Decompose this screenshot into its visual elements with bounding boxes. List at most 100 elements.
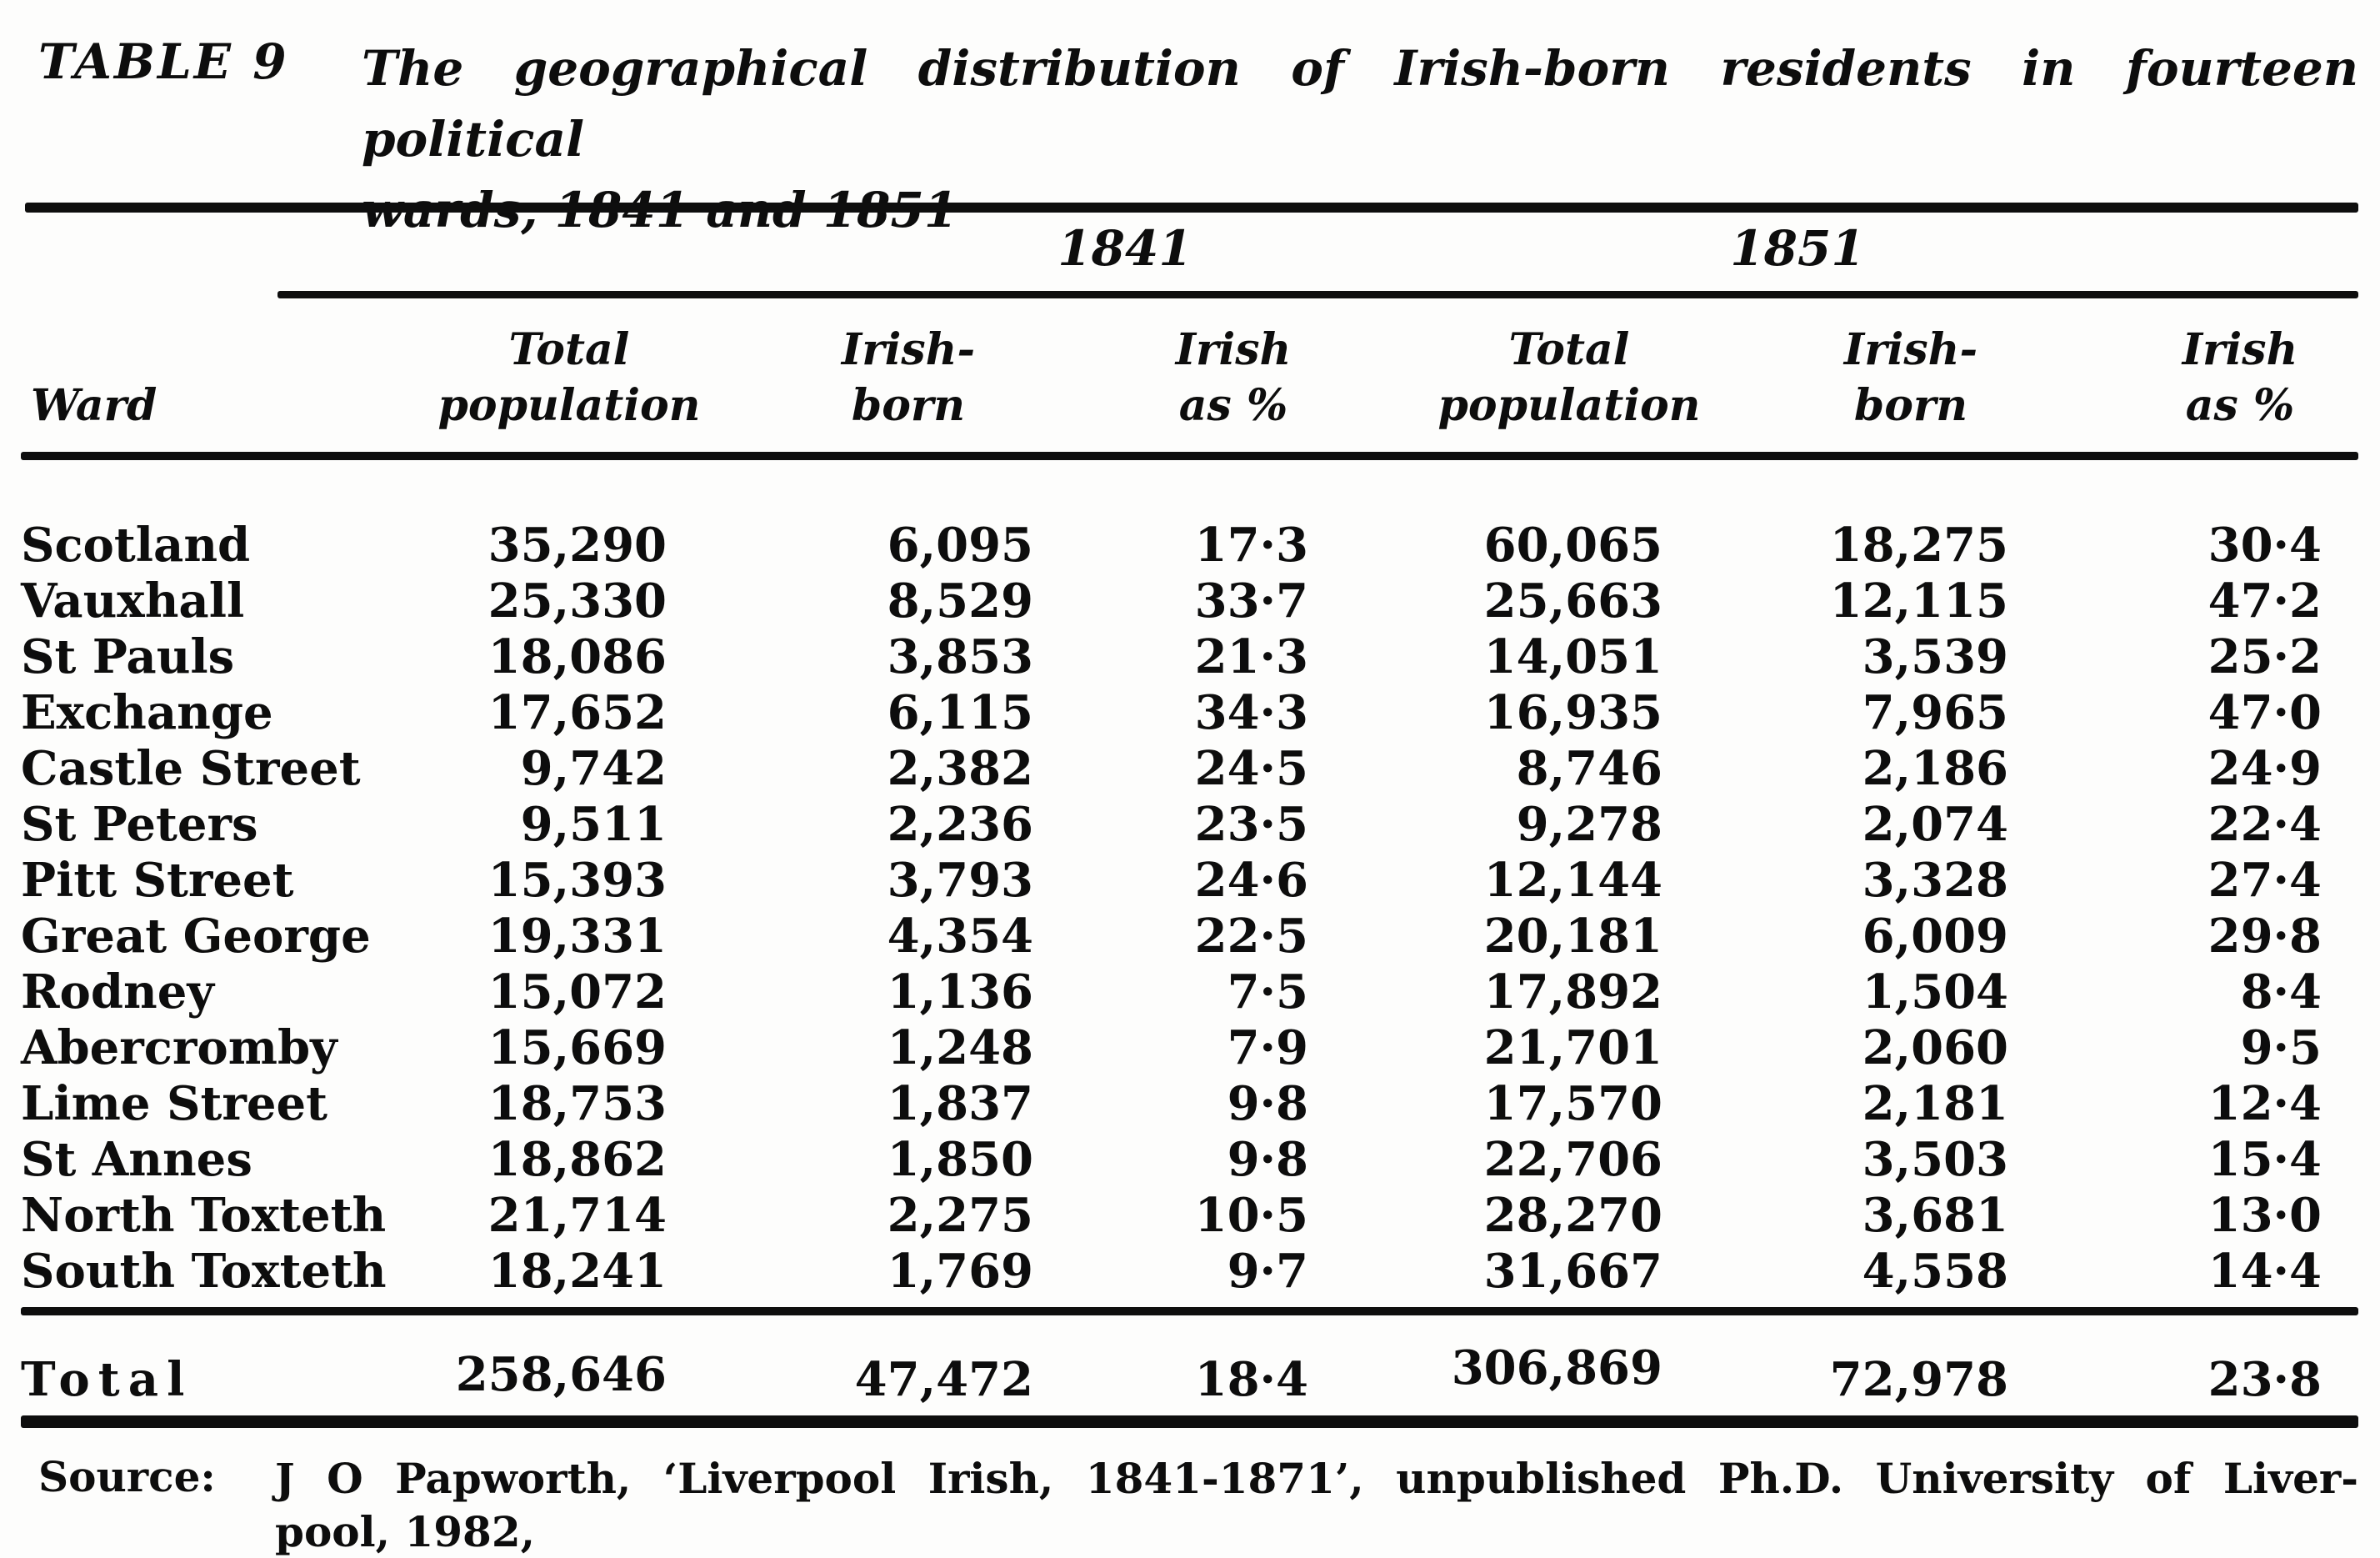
table-row: South Toxteth 18,241 1,769 9·7 31,667 4,…: [21, 1243, 2359, 1299]
bottom-rule: [21, 1415, 2358, 1428]
total-value: 258,646: [455, 1347, 667, 1402]
irish-born-1841-cell: 1,837: [887, 1075, 1033, 1131]
table-row: Great George 19,331 4,354 22·5 20,181 6,…: [21, 908, 2359, 964]
total-population-1851-cell: 9,278: [1516, 796, 1662, 852]
column-header-irish-pct-1841: Irish as %: [1176, 322, 1292, 433]
irish-born-1851-cell: 18,275: [1829, 517, 2008, 573]
rule-under-column-headers: [21, 452, 2358, 460]
irish-born-1841-cell: 3,793: [887, 852, 1033, 908]
irish-born-1851-cell: 3,503: [1862, 1131, 2008, 1187]
total-population-1841-cell: 9,742: [520, 740, 667, 796]
total-population-1851-cell: 17,892: [1483, 964, 1662, 1019]
year-header-1851: 1851: [1730, 220, 1865, 277]
irish-pct-1851-cell: 47·2: [2208, 573, 2322, 629]
irish-pct-1851-cell: 8·4: [2240, 964, 2322, 1019]
irish-pct-1841-cell: 23·5: [1194, 796, 1308, 852]
ward-data-table: Scotland 35,290 6,095 17·3 60,065 18,275…: [21, 517, 2359, 1299]
irish-pct-1841-cell: 17·3: [1194, 517, 1308, 573]
rule-above-total-row: [21, 1307, 2358, 1315]
irish-pct-1841-cell: 24·5: [1194, 740, 1308, 796]
ward-cell: St Annes: [21, 1131, 252, 1187]
irish-pct-1851-cell: 22·4: [2208, 796, 2322, 852]
total-population-1851-cell: 20,181: [1483, 908, 1662, 964]
irish-pct-1851-cell: 27·4: [2208, 852, 2322, 908]
table-row: Exchange 17,652 6,115 34·3 16,935 7,965 …: [21, 684, 2359, 740]
header-line: as %: [1178, 380, 1288, 431]
irish-born-1851-cell: 3,539: [1862, 629, 2008, 684]
column-header-irish-born-1851: Irish- born: [1844, 322, 1978, 433]
irish-pct-1851-cell: 12·4: [2208, 1075, 2322, 1131]
table-row: Abercromby 15,669 1,248 7·9 21,701 2,060…: [21, 1019, 2359, 1075]
irish-pct-1851-cell: 9·5: [2240, 1019, 2322, 1075]
ward-cell: South Toxteth: [21, 1243, 387, 1299]
irish-born-1851-cell: 3,681: [1862, 1187, 2008, 1243]
source-line-1: J O Papworth, ‘Liverpool Irish, 1841-187…: [275, 1454, 2358, 1503]
table-row: North Toxteth 21,714 2,275 10·5 28,270 3…: [21, 1187, 2359, 1243]
header-line: born: [1853, 380, 1968, 431]
irish-pct-1851-cell: 13·0: [2208, 1187, 2322, 1243]
table-number-label: TABLE 9: [38, 33, 289, 90]
total-row-table: Total 258,646 47,472 18·4 306,869 72,978…: [21, 1340, 2359, 1409]
header-line: born: [851, 380, 966, 431]
ward-cell: Great George: [21, 908, 371, 964]
total-population-1851-cell: 16,935: [1483, 684, 1662, 740]
irish-born-1841-cell: 6,095: [887, 517, 1033, 573]
total-population-1851-cell: 8,746: [1516, 740, 1662, 796]
irish-pct-1841-total-cell: 18·4: [1194, 1352, 1308, 1407]
table-title: The geographical distribution of Irish-b…: [362, 33, 2358, 246]
total-value: 306,869: [1451, 1340, 1662, 1395]
table-title-line-1: The geographical distribution of Irish-b…: [362, 40, 2358, 168]
total-population-1851-cell: 31,667: [1483, 1243, 1662, 1299]
irish-pct-1851-cell: 29·8: [2208, 908, 2322, 964]
source-label: Source:: [38, 1452, 216, 1501]
column-header-total-population-1851: Total population: [1438, 322, 1701, 433]
irish-born-1841-cell: 1,248: [887, 1019, 1033, 1075]
header-line: Total: [508, 324, 630, 375]
irish-pct-1851-cell: 15·4: [2208, 1131, 2322, 1187]
ward-cell: North Toxteth: [21, 1187, 387, 1243]
table-row: St Annes 18,862 1,850 9·8 22,706 3,503 1…: [21, 1131, 2359, 1187]
total-row: Total 258,646 47,472 18·4 306,869 72,978…: [21, 1340, 2359, 1409]
irish-pct-1851-cell: 30·4: [2208, 517, 2322, 573]
irish-pct-1841-cell: 9·8: [1227, 1075, 1308, 1131]
column-header-ward: Ward: [31, 380, 158, 431]
total-population-1841-cell: 18,086: [488, 629, 667, 684]
total-population-1841-cell: 19,331: [488, 908, 667, 964]
total-population-1841-cell: 21,714: [488, 1187, 667, 1243]
total-population-1851-cell: 12,144: [1483, 852, 1662, 908]
irish-pct-1841-cell: 7·9: [1227, 1019, 1308, 1075]
irish-born-1841-cell: 4,354: [887, 908, 1033, 964]
total-population-1841-cell: 18,862: [488, 1131, 667, 1187]
total-population-1841-cell: 35,290: [488, 517, 667, 573]
irish-born-1841-cell: 6,115: [887, 684, 1033, 740]
total-population-1841-cell: 17,652: [488, 684, 667, 740]
header-line: Irish-: [841, 324, 976, 375]
irish-born-1841-cell: 2,236: [887, 796, 1033, 852]
top-rule: [25, 203, 2358, 213]
total-population-1841-cell: 15,669: [488, 1019, 667, 1075]
irish-born-1841-total-cell: 47,472: [854, 1352, 1033, 1407]
ward-cell: Castle Street: [21, 740, 361, 796]
irish-born-1851-cell: 3,328: [1862, 852, 2008, 908]
total-population-1841-cell: 15,072: [488, 964, 667, 1019]
ward-cell: Lime Street: [21, 1075, 328, 1131]
total-population-1841-cell: 9,511: [520, 796, 667, 852]
header-line: as %: [2185, 380, 2295, 431]
table-row: Pitt Street 15,393 3,793 24·6 12,144 3,3…: [21, 852, 2359, 908]
irish-born-1851-cell: 2,181: [1862, 1075, 2008, 1131]
irish-born-1841-cell: 1,769: [887, 1243, 1033, 1299]
irish-pct-1841-cell: 10·5: [1194, 1187, 1308, 1243]
irish-pct-1841-cell: 9·7: [1227, 1243, 1308, 1299]
year-header-1841: 1841: [1058, 220, 1192, 277]
ward-cell: Scotland: [21, 517, 251, 573]
total-population-1841-cell: 15,393: [488, 852, 667, 908]
irish-pct-1851-total-cell: 23·8: [2208, 1352, 2322, 1407]
column-header-irish-pct-1851: Irish as %: [2182, 322, 2298, 433]
ward-cell: Vauxhall: [21, 573, 245, 629]
irish-born-1851-cell: 1,504: [1862, 964, 2008, 1019]
ward-cell: Rodney: [21, 964, 214, 1019]
irish-born-1841-cell: 1,136: [887, 964, 1033, 1019]
ward-cell: Pitt Street: [21, 852, 294, 908]
table-row: Castle Street 9,742 2,382 24·5 8,746 2,1…: [21, 740, 2359, 796]
irish-born-1841-cell: 2,275: [887, 1187, 1033, 1243]
